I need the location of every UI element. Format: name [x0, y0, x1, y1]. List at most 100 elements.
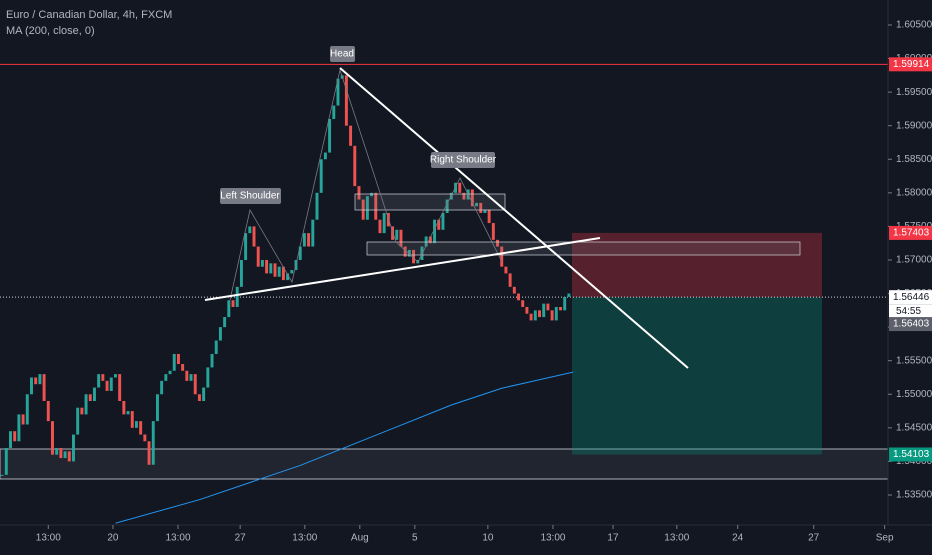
candle-body: [542, 303, 546, 318]
candle-body: [143, 434, 147, 442]
candle-body: [496, 239, 500, 247]
candle-body: [504, 266, 508, 274]
candle-body: [319, 159, 323, 193]
candle-body: [202, 387, 206, 401]
y-tick-label: 1.60500: [896, 20, 932, 31]
candle-body: [470, 189, 474, 207]
candle-body: [252, 226, 256, 247]
candle-body: [315, 192, 319, 220]
candle-body: [21, 414, 25, 425]
candle-body: [105, 380, 109, 391]
x-tick-label: 5: [412, 533, 418, 544]
trend-line: [339, 67, 689, 369]
candle-body: [412, 249, 416, 264]
candle-body: [370, 192, 374, 197]
candle-body: [521, 300, 525, 307]
axes: 1.535001.540001.545001.550001.555001.560…: [36, 20, 932, 544]
x-tick-label: 17: [607, 533, 619, 544]
candle-body: [487, 209, 491, 224]
candle-body: [164, 374, 168, 381]
candle-body: [80, 407, 84, 415]
annotation: Left Shoulder: [220, 191, 280, 202]
candle-body: [437, 219, 441, 230]
candle-body: [307, 233, 311, 247]
price-badge: [889, 290, 932, 305]
candle-body: [0, 474, 4, 476]
candle-body: [399, 229, 403, 247]
candle-body: [223, 317, 227, 328]
x-tick-label: 27: [235, 533, 247, 544]
candle-body: [239, 259, 243, 287]
candle-body: [256, 246, 260, 267]
candle-body: [42, 374, 46, 401]
y-tick-label: 1.59000: [896, 120, 932, 131]
candle-body: [59, 447, 63, 459]
neckline: [204, 237, 601, 301]
candle-body: [13, 431, 17, 442]
candle-body: [30, 377, 33, 395]
x-tick-label: 24: [732, 533, 744, 544]
candle-body: [353, 145, 357, 187]
candle-body: [63, 451, 67, 459]
candle-body: [290, 270, 294, 274]
candle-body: [151, 421, 155, 465]
candle-body: [298, 246, 302, 260]
candle-body: [227, 300, 231, 318]
target-zone: [572, 297, 822, 455]
candle-body: [147, 441, 151, 465]
candle-body: [550, 310, 554, 321]
candle-body: [441, 212, 445, 230]
candle-body: [323, 152, 327, 160]
candle-body: [378, 219, 382, 234]
candle-body: [139, 421, 143, 435]
candle-body: [483, 209, 487, 213]
y-tick-label: 1.55500: [896, 355, 932, 366]
stop-zone: [572, 232, 822, 298]
candle-body: [168, 370, 172, 375]
x-tick-label: 27: [808, 533, 820, 544]
candle-body: [189, 374, 193, 381]
y-tick-label: 1.57000: [896, 255, 932, 266]
price-badge-label: 1.56403: [893, 319, 930, 330]
candle-body: [403, 246, 407, 257]
candle-body: [113, 374, 117, 378]
candle-body: [218, 327, 222, 341]
x-tick-label: 20: [107, 533, 119, 544]
y-tick-label: 1.54500: [896, 422, 932, 433]
candle-body: [55, 447, 59, 455]
candle-body: [533, 310, 537, 321]
x-tick-label: 13:00: [292, 533, 317, 544]
candle-body: [458, 182, 462, 193]
price-badge-label: 1.59914: [893, 59, 930, 70]
candle-body: [332, 105, 336, 119]
candle-body: [273, 263, 277, 277]
candle-body: [462, 192, 466, 200]
moving-average: [115, 371, 574, 524]
candle-body: [197, 394, 201, 401]
candle-body: [281, 266, 285, 281]
x-tick-label: 10: [482, 533, 494, 544]
candle-body: [9, 431, 12, 448]
candle-body: [517, 293, 520, 301]
candle-body: [109, 377, 113, 391]
candle-body: [391, 226, 395, 240]
candle-body: [546, 303, 550, 311]
annotation: Right Shoulder: [430, 155, 497, 166]
range-box: [354, 193, 506, 211]
candle-body: [428, 236, 432, 244]
candle-body: [554, 306, 558, 321]
candle-body: [344, 75, 348, 126]
candle-body: [172, 353, 176, 371]
plot: [0, 63, 888, 524]
candle-body: [525, 306, 529, 314]
candle-body: [512, 286, 516, 294]
candle-body: [4, 447, 8, 475]
candle-body: [382, 212, 386, 234]
price-badge: [889, 57, 932, 72]
candle-body: [538, 310, 541, 318]
price-badge: [889, 447, 932, 462]
x-tick-label: 13:00: [166, 533, 191, 544]
annotation-box: [330, 46, 355, 62]
candle-body: [51, 421, 54, 455]
